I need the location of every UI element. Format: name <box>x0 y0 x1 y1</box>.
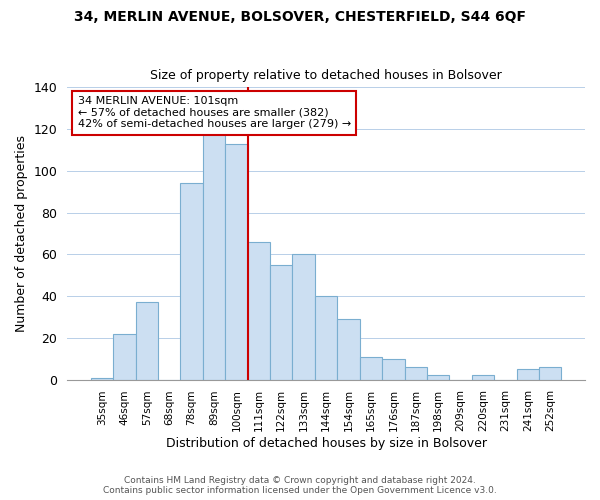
Bar <box>539 367 562 380</box>
Bar <box>113 334 136 380</box>
Bar <box>225 144 248 380</box>
X-axis label: Distribution of detached houses by size in Bolsover: Distribution of detached houses by size … <box>166 437 487 450</box>
Bar <box>360 356 382 380</box>
Bar <box>472 376 494 380</box>
Bar <box>203 134 225 380</box>
Bar <box>270 265 292 380</box>
Text: 34, MERLIN AVENUE, BOLSOVER, CHESTERFIELD, S44 6QF: 34, MERLIN AVENUE, BOLSOVER, CHESTERFIEL… <box>74 10 526 24</box>
Bar <box>517 369 539 380</box>
Bar <box>91 378 113 380</box>
Bar <box>337 319 360 380</box>
Bar <box>136 302 158 380</box>
Bar <box>181 184 203 380</box>
Text: 34 MERLIN AVENUE: 101sqm
← 57% of detached houses are smaller (382)
42% of semi-: 34 MERLIN AVENUE: 101sqm ← 57% of detach… <box>77 96 351 130</box>
Bar <box>382 358 404 380</box>
Title: Size of property relative to detached houses in Bolsover: Size of property relative to detached ho… <box>150 69 502 82</box>
Bar <box>248 242 270 380</box>
Bar <box>315 296 337 380</box>
Bar <box>404 367 427 380</box>
Bar <box>292 254 315 380</box>
Bar <box>427 376 449 380</box>
Y-axis label: Number of detached properties: Number of detached properties <box>15 135 28 332</box>
Text: Contains HM Land Registry data © Crown copyright and database right 2024.
Contai: Contains HM Land Registry data © Crown c… <box>103 476 497 495</box>
